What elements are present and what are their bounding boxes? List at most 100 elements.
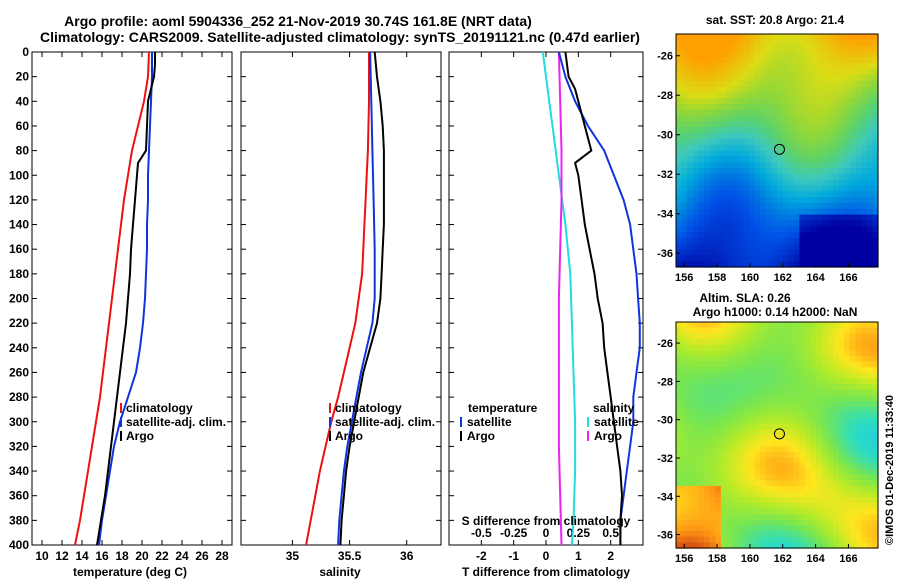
temperature-ytick-label: 280 — [9, 390, 29, 404]
salinity-axes — [240, 51, 442, 546]
tdiff-legend-label: satellite — [467, 415, 512, 429]
tdiff-xlabel: T difference from climatology — [462, 565, 630, 579]
sla_map-ytick-label: -30 — [657, 415, 673, 427]
sst_map-xtick-label: 156 — [675, 272, 693, 284]
temperature-axes — [31, 51, 233, 546]
temperature-ytick-label: 60 — [16, 119, 30, 133]
salinity-xtick-label: 35.5 — [338, 549, 362, 563]
sst_map-xtick-label: 162 — [774, 272, 792, 284]
sdiff-legend-label: Argo — [594, 429, 622, 443]
temperature-ytick-label: 220 — [9, 316, 29, 330]
temperature-legend-label: satellite-adj. clim. — [126, 415, 226, 429]
salinity-legend-label: Argo — [335, 429, 363, 443]
salinity-series-satellite-adj-clim- — [337, 51, 376, 546]
sst_map-ytick-label: -26 — [657, 51, 673, 63]
sla_map-ytick-label: -28 — [657, 376, 673, 388]
sst_map-xtick-label: 160 — [741, 272, 759, 284]
sla_map-xtick-label: 166 — [839, 553, 857, 565]
temperature-series-climatology — [74, 51, 150, 546]
sdiff-xtick-label: 0 — [543, 526, 550, 540]
sdiff-xtick-label: -0.25 — [500, 526, 528, 540]
differences-xtick-label: 1 — [575, 549, 582, 563]
differences-axes — [448, 51, 644, 546]
differences-xtick-label: -2 — [476, 549, 487, 563]
sst_map-ytick-label: -36 — [657, 248, 673, 260]
salinity-legend-label: satellite-adj. clim. — [335, 415, 435, 429]
temperature-xtick-label: 18 — [115, 549, 129, 563]
sla_map-frame — [675, 321, 879, 549]
sst_map-heatmap — [676, 34, 879, 268]
temperature-xtick-label: 10 — [35, 549, 49, 563]
sst_map-xtick-label: 164 — [806, 272, 825, 284]
temperature-xtick-label: 26 — [195, 549, 209, 563]
sla_map-heatmap — [676, 322, 879, 549]
temperature-ytick-label: 120 — [9, 193, 29, 207]
sla_map-profile-marker — [773, 428, 785, 440]
temperature-ytick-label: 20 — [16, 70, 30, 84]
temperature-ytick-label: 360 — [9, 489, 29, 503]
temperature-ytick-label: 160 — [9, 242, 29, 256]
tdiff-legend-title: temperature — [468, 401, 538, 415]
sla_map-xtick-label: 160 — [741, 553, 759, 565]
temperature-xtick-label: 22 — [155, 549, 169, 563]
temperature-xtick-label: 14 — [75, 549, 89, 563]
sla_map-xtick-label: 164 — [806, 553, 825, 565]
temperature-ytick-label: 320 — [9, 439, 29, 453]
sst_map-frame — [675, 33, 879, 268]
sla_map-ytick-label: -36 — [657, 530, 673, 542]
figure-title-line2: Climatology: CARS2009. Satellite-adjuste… — [40, 29, 640, 45]
salinity-series-argo — [339, 51, 385, 546]
differences-xtick-label: -1 — [508, 549, 519, 563]
differences-series-salinity-satellite — [557, 51, 563, 546]
sdiff-legend-title: salinity — [593, 401, 635, 415]
sst_map-ytick-label: -32 — [657, 169, 673, 181]
temperature-ytick-label: 100 — [9, 168, 29, 182]
sla_map-ytick-label: -32 — [657, 453, 673, 465]
sla-map-title: Altim. SLA: 0.26 — [699, 291, 791, 305]
sst_map-xtick-label: 158 — [708, 272, 726, 284]
sdiff-xtick-label: 0.25 — [567, 526, 591, 540]
sla_map-ytick-label: -26 — [657, 338, 673, 350]
temperature-xtick-label: 28 — [215, 549, 229, 563]
sla_map-xtick-label: 158 — [708, 553, 726, 565]
temperature-ytick-label: 140 — [9, 218, 29, 232]
sla-map-subtitle: Argo h1000: 0.14 h2000: NaN — [693, 305, 858, 319]
temperature-xtick-label: 24 — [175, 549, 189, 563]
sdiff-legend-label: satellite — [594, 415, 639, 429]
sst-map-title: sat. SST: 20.8 Argo: 21.4 — [706, 13, 845, 27]
salinity-series-climatology — [305, 52, 370, 546]
temperature-legend-label: climatology — [126, 401, 193, 415]
differences-series-argo — [564, 51, 624, 545]
sst_map-ytick-label: -30 — [657, 130, 673, 142]
temperature-ytick-label: 0 — [22, 45, 29, 59]
sdiff-xtick-label: 0.5 — [602, 526, 619, 540]
tdiff-legend-label: Argo — [467, 429, 495, 443]
sst_map-profile-marker — [773, 143, 785, 155]
temperature-ytick-label: 300 — [9, 415, 29, 429]
sst_map-xtick-label: 166 — [839, 272, 857, 284]
differences-series-satellite — [557, 51, 641, 545]
temperature-ytick-label: 180 — [9, 267, 29, 281]
temperature-xtick-label: 12 — [55, 549, 69, 563]
temperature-ytick-label: 340 — [9, 464, 29, 478]
temperature-ytick-label: 80 — [16, 144, 30, 158]
differences-xtick-label: 2 — [607, 549, 614, 563]
temperature-ytick-label: 200 — [9, 292, 29, 306]
temperature-series-argo — [96, 52, 156, 546]
temperature-xtick-label: 16 — [95, 549, 109, 563]
temperature-xtick-label: 20 — [135, 549, 149, 563]
temperature-legend-label: Argo — [126, 429, 154, 443]
temperature-ytick-label: 240 — [9, 341, 29, 355]
sdiff-xlabel: S difference from climatology — [462, 514, 631, 528]
differences-series-temperature-satellite — [541, 51, 577, 546]
sdiff-xtick-label: -0.5 — [471, 526, 492, 540]
footer-credit: ©IMOS 01-Dec-2019 11:33:40 — [884, 395, 896, 545]
temperature-xlabel: temperature (deg C) — [73, 565, 187, 579]
temperature-series-satellite-adj-clim- — [98, 52, 153, 546]
temperature-ytick-label: 400 — [9, 538, 29, 552]
sla_map-xtick-label: 162 — [774, 553, 792, 565]
differences-xtick-label: 0 — [543, 549, 550, 563]
temperature-ytick-label: 380 — [9, 513, 29, 527]
salinity-xlabel: salinity — [319, 565, 361, 579]
